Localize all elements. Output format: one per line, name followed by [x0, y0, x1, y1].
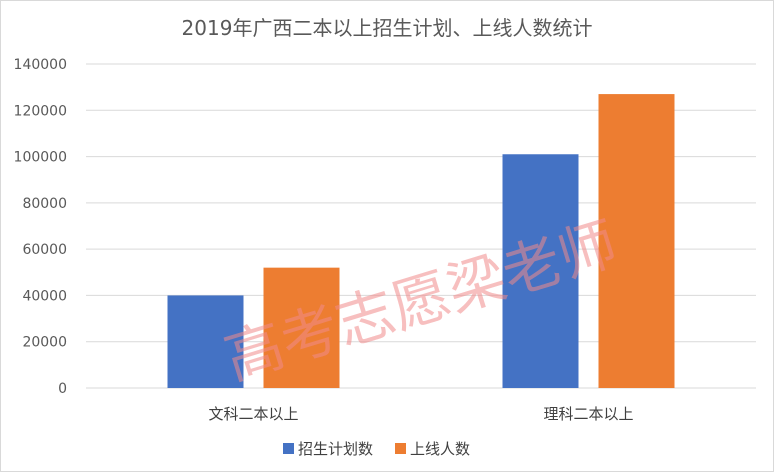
x-category-label: 理科二本以上: [543, 405, 633, 423]
y-tick-label: 80000: [22, 196, 67, 212]
legend-label: 上线人数: [410, 440, 470, 458]
chart-title: 2019年广西二本以上招生计划、上线人数统计: [182, 16, 593, 40]
y-tick-label: 100000: [14, 150, 67, 166]
y-tick-label: 20000: [22, 335, 67, 351]
legend-label: 招生计划数: [298, 440, 373, 458]
y-tick-label: 120000: [14, 103, 67, 119]
legend-swatch: [283, 443, 294, 454]
legend-swatch: [395, 443, 406, 454]
y-tick-label: 0: [58, 381, 67, 397]
bar-online-0: [263, 267, 340, 388]
y-tick-label: 60000: [22, 242, 67, 258]
y-tick-label: 40000: [22, 288, 67, 304]
bar-plan-1: [502, 154, 579, 388]
x-category-label: 文科二本以上: [208, 405, 298, 423]
x-axis: 文科二本以上 理科二本以上: [208, 405, 633, 423]
y-tick-label: 140000: [14, 57, 67, 73]
legend: 招生计划数 上线人数: [283, 440, 470, 458]
bar-plan-0: [167, 295, 244, 388]
bar-online-1: [598, 94, 675, 388]
bars-layer: [167, 94, 675, 388]
